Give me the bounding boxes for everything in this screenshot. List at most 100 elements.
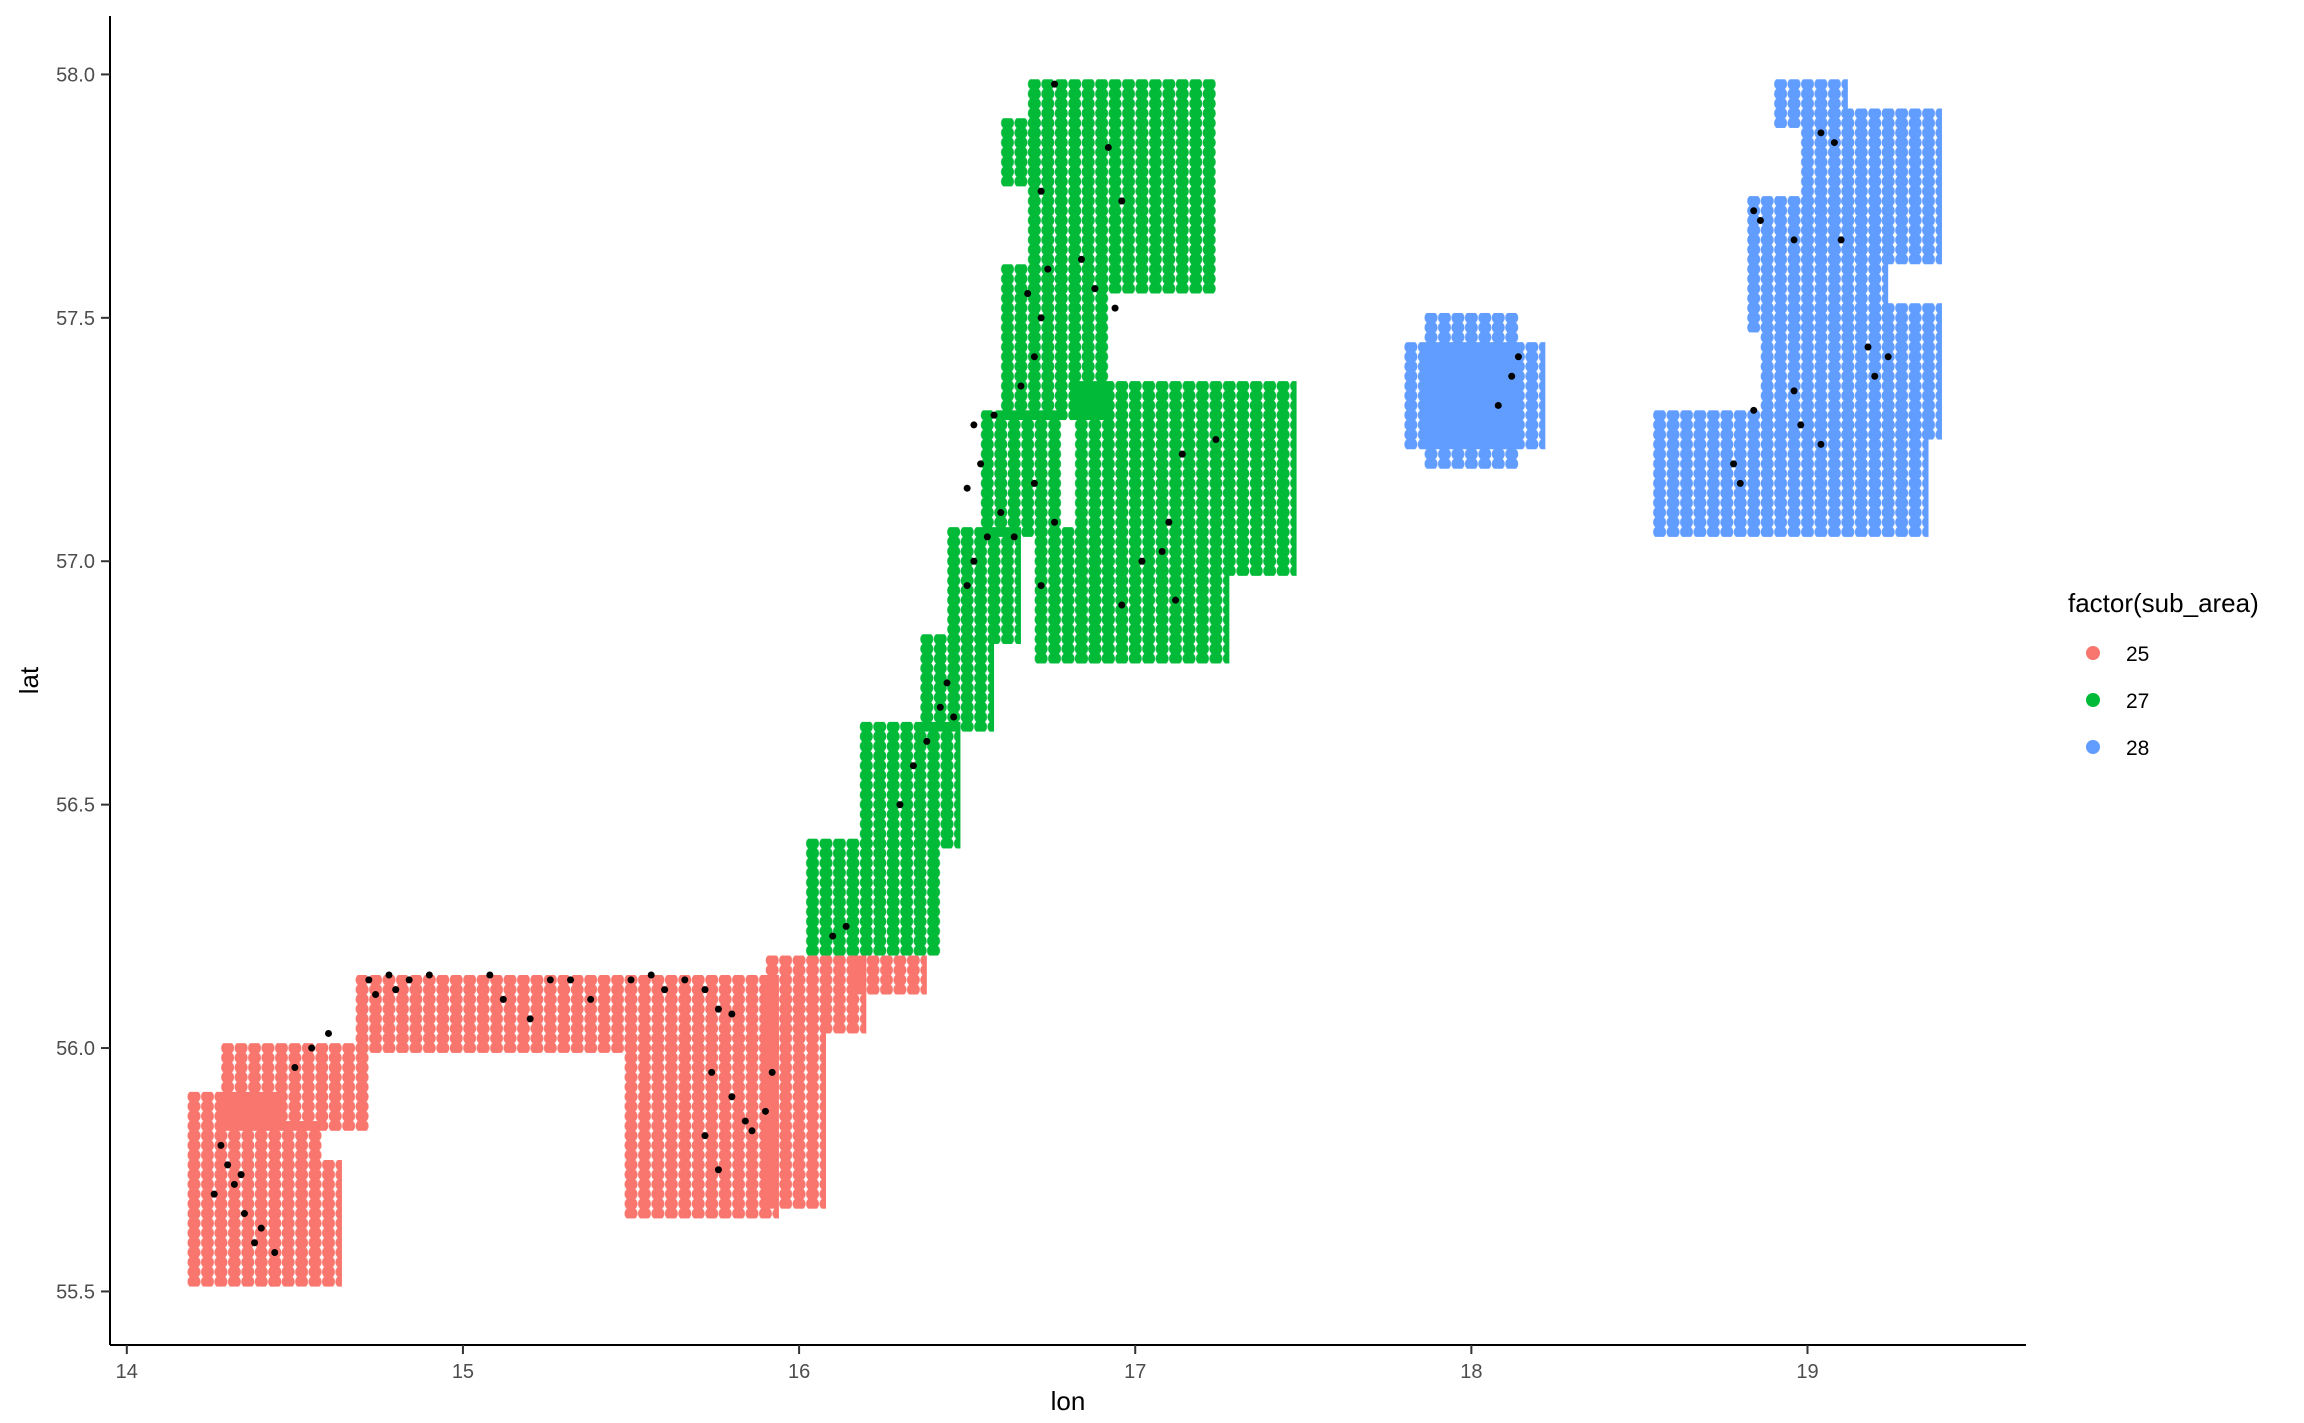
overlay-point [1730, 460, 1738, 468]
overlay-point [997, 509, 1005, 517]
overlay-point [1158, 547, 1166, 555]
overlay-point [748, 1127, 756, 1135]
y-axis-title: lat [14, 666, 44, 694]
region-27-2 [920, 634, 995, 732]
overlay-point [324, 1029, 332, 1037]
overlay-point [567, 976, 575, 984]
overlay-point [1750, 207, 1758, 215]
overlay-point [1030, 479, 1038, 487]
overlay-point [546, 976, 554, 984]
overlay-point [1024, 289, 1032, 297]
region-27-7 [1000, 118, 1048, 187]
overlay-point [385, 971, 393, 979]
plot-area [187, 79, 1942, 1287]
overlay-point [701, 1132, 709, 1140]
overlay-point [1037, 187, 1045, 195]
overlay-point [1508, 372, 1516, 380]
overlay-point [943, 679, 951, 687]
legend-key-27 [2086, 693, 2100, 707]
y-tick-label: 56.0 [56, 1038, 95, 1060]
region-27-9 [1074, 381, 1297, 576]
region-27-4 [980, 410, 1062, 537]
region-27-3 [946, 527, 1021, 644]
legend-label-28: 28 [2126, 737, 2149, 760]
legend-key-25 [2086, 646, 2100, 660]
overlay-point [210, 1190, 218, 1198]
overlay-point [1037, 314, 1045, 322]
overlay-point [923, 737, 931, 745]
overlay-point [728, 1010, 736, 1018]
overlay-point [1178, 450, 1186, 458]
overlay-point [1104, 143, 1112, 151]
overlay-point [647, 971, 655, 979]
overlay-point [627, 976, 635, 984]
region-25-1 [267, 1160, 342, 1287]
overlay-point [1864, 343, 1872, 351]
overlay-point [909, 762, 917, 770]
legend-entries: 25 27 28 [2086, 643, 2149, 760]
y-tick-label: 58.0 [56, 64, 95, 86]
region-25-5 [624, 1033, 779, 1219]
overlay-point [1172, 596, 1180, 604]
overlay-point [990, 411, 998, 419]
overlay-point [1165, 518, 1173, 526]
series-28 [1404, 79, 1942, 537]
y-axis-ticks: 55.5 56.0 56.5 57.0 57.5 58.0 [56, 64, 110, 1303]
legend-title: factor(sub_area) [2068, 588, 2259, 618]
overlay-point [237, 1171, 245, 1179]
overlay-point [1837, 236, 1845, 244]
overlay-point [761, 1107, 769, 1115]
overlay-point [1017, 382, 1025, 390]
overlay-point [1051, 80, 1059, 88]
overlay-point [526, 1015, 534, 1023]
overlay-point [1790, 236, 1798, 244]
overlay-point [1118, 601, 1126, 609]
overlay-point [486, 971, 494, 979]
overlay-point [1010, 533, 1018, 541]
overlay-point [701, 986, 709, 994]
overlay-point [1871, 372, 1879, 380]
x-tick-label: 16 [788, 1361, 810, 1383]
overlay-point [1030, 353, 1038, 361]
x-tick-label: 18 [1460, 1361, 1482, 1383]
overlay-point [240, 1210, 248, 1218]
overlay-point [714, 1166, 722, 1174]
overlay-point [1118, 197, 1126, 205]
x-tick-label: 19 [1796, 1361, 1818, 1383]
region-28-5 [1800, 108, 1942, 265]
overlay-point [983, 533, 991, 541]
region-28-1 [1424, 312, 1519, 469]
region-27-6 [1027, 79, 1216, 294]
overlay-point [291, 1064, 299, 1072]
overlay-point [499, 995, 507, 1003]
overlay-point [1111, 304, 1119, 312]
overlay-point [963, 582, 971, 590]
overlay-point [970, 421, 978, 429]
series-25 [187, 955, 927, 1287]
overlay-point [896, 801, 904, 809]
overlay-point [1830, 139, 1838, 147]
overlay-point [842, 922, 850, 930]
overlay-point [224, 1161, 232, 1169]
y-tick-label: 55.5 [56, 1281, 95, 1303]
overlay-point [829, 932, 837, 940]
overlay-point [405, 976, 413, 984]
overlay-point [365, 976, 373, 984]
y-tick-label: 56.5 [56, 795, 95, 817]
x-tick-label: 14 [116, 1361, 138, 1383]
overlay-point [392, 986, 400, 994]
overlay-point [1797, 421, 1805, 429]
overlay-point [661, 986, 669, 994]
overlay-point [1138, 557, 1146, 565]
x-tick-label: 15 [452, 1361, 474, 1383]
overlay-point [230, 1180, 238, 1188]
series-27 [805, 79, 1297, 956]
x-axis-ticks: 14 15 16 17 18 19 [116, 1345, 1819, 1383]
region-27-1 [859, 721, 961, 849]
overlay-point [1736, 479, 1744, 487]
overlay-point [1790, 387, 1798, 395]
overlay-point [977, 460, 985, 468]
overlay-point [1037, 582, 1045, 590]
overlay-point [1077, 255, 1085, 263]
